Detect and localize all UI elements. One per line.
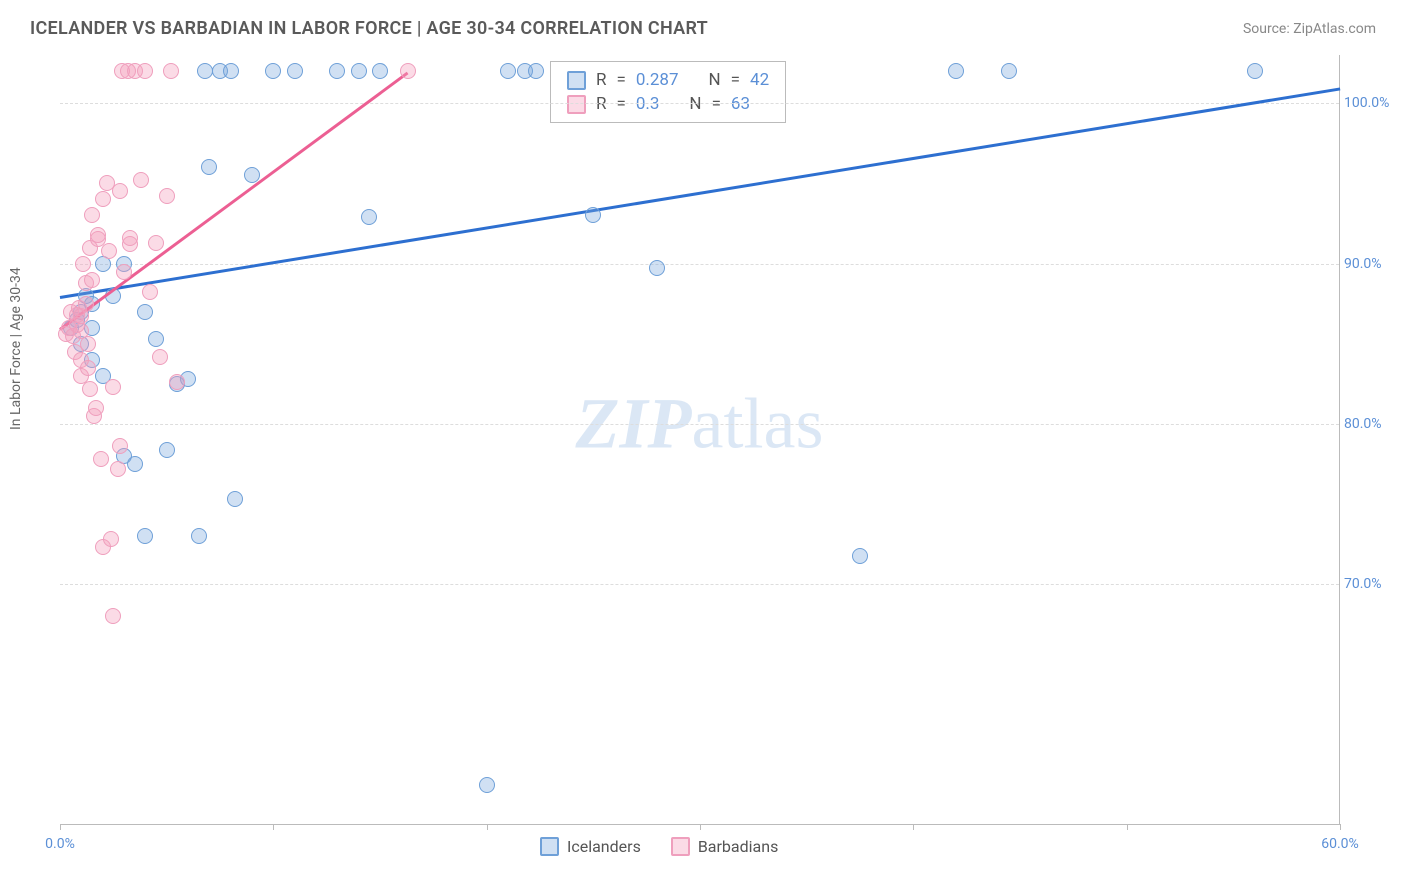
scatter-point xyxy=(1247,63,1263,79)
legend-item: Barbadians xyxy=(671,837,779,856)
y-tick-label: 80.0% xyxy=(1344,416,1399,432)
stats-legend-box: R = 0.287 N = 42 R = 0.3 N = 63 xyxy=(550,61,786,123)
chart-plot-area: ZIPatlas R = 0.287 N = 42 R = 0.3 N = 63… xyxy=(60,55,1340,825)
scatter-point xyxy=(400,63,416,79)
scatter-point xyxy=(163,63,179,79)
scatter-point xyxy=(361,209,377,225)
scatter-point xyxy=(287,63,303,79)
scatter-point xyxy=(105,379,121,395)
scatter-point xyxy=(90,227,106,243)
stats-row: R = 0.287 N = 42 xyxy=(567,68,769,92)
scatter-point xyxy=(84,272,100,288)
scatter-point xyxy=(351,63,367,79)
scatter-point xyxy=(88,400,104,416)
scatter-point xyxy=(116,264,132,280)
regression-line xyxy=(59,71,409,330)
x-tick-mark xyxy=(273,824,274,830)
scatter-point xyxy=(479,777,495,793)
y-tick-label: 100.0% xyxy=(1344,95,1399,111)
scatter-point xyxy=(649,260,665,276)
scatter-point xyxy=(133,172,149,188)
scatter-point xyxy=(110,461,126,477)
source-label: Source: ZipAtlas.com xyxy=(1243,21,1376,37)
x-tick-mark xyxy=(487,824,488,830)
x-tick-mark xyxy=(700,824,701,830)
scatter-point xyxy=(152,349,168,365)
scatter-point xyxy=(223,63,239,79)
scatter-point xyxy=(148,235,164,251)
scatter-point xyxy=(197,63,213,79)
scatter-point xyxy=(84,207,100,223)
scatter-point xyxy=(201,159,217,175)
scatter-point xyxy=(148,331,164,347)
legend-item: Icelanders xyxy=(540,837,641,856)
scatter-point xyxy=(227,491,243,507)
scatter-point xyxy=(265,63,281,79)
scatter-point xyxy=(159,442,175,458)
scatter-point xyxy=(75,256,91,272)
scatter-point xyxy=(137,528,153,544)
scatter-point xyxy=(948,63,964,79)
scatter-point xyxy=(372,63,388,79)
y-tick-label: 90.0% xyxy=(1344,256,1399,272)
scatter-point xyxy=(137,63,153,79)
scatter-point xyxy=(528,63,544,79)
scatter-point xyxy=(80,336,96,352)
x-tick-label: 0.0% xyxy=(45,836,75,852)
scatter-point xyxy=(137,304,153,320)
series-swatch-icon xyxy=(567,71,586,90)
bottom-legend: Icelanders Barbadians xyxy=(540,837,778,856)
chart-title: ICELANDER VS BARBADIAN IN LABOR FORCE | … xyxy=(30,18,708,39)
scatter-point xyxy=(103,531,119,547)
series-swatch-icon xyxy=(671,837,690,856)
scatter-point xyxy=(101,243,117,259)
scatter-point xyxy=(105,608,121,624)
gridline xyxy=(60,584,1339,585)
scatter-point xyxy=(169,374,185,390)
scatter-point xyxy=(191,528,207,544)
scatter-point xyxy=(142,284,158,300)
scatter-point xyxy=(78,296,94,312)
y-axis-label: In Labor Force | Age 30-34 xyxy=(8,267,24,430)
scatter-point xyxy=(82,381,98,397)
x-tick-mark xyxy=(1127,824,1128,830)
scatter-point xyxy=(500,63,516,79)
scatter-point xyxy=(1001,63,1017,79)
scatter-point xyxy=(122,230,138,246)
scatter-point xyxy=(852,548,868,564)
x-tick-mark xyxy=(1340,824,1341,830)
scatter-point xyxy=(112,183,128,199)
scatter-point xyxy=(80,360,96,376)
scatter-point xyxy=(93,451,109,467)
scatter-point xyxy=(585,207,601,223)
x-tick-mark xyxy=(60,824,61,830)
y-tick-label: 70.0% xyxy=(1344,576,1399,592)
gridline xyxy=(60,103,1339,104)
x-tick-mark xyxy=(913,824,914,830)
series-swatch-icon xyxy=(540,837,559,856)
scatter-point xyxy=(95,191,111,207)
scatter-point xyxy=(127,456,143,472)
scatter-point xyxy=(159,188,175,204)
scatter-point xyxy=(329,63,345,79)
scatter-point xyxy=(112,438,128,454)
gridline xyxy=(60,424,1339,425)
x-tick-label: 60.0% xyxy=(1321,836,1359,852)
